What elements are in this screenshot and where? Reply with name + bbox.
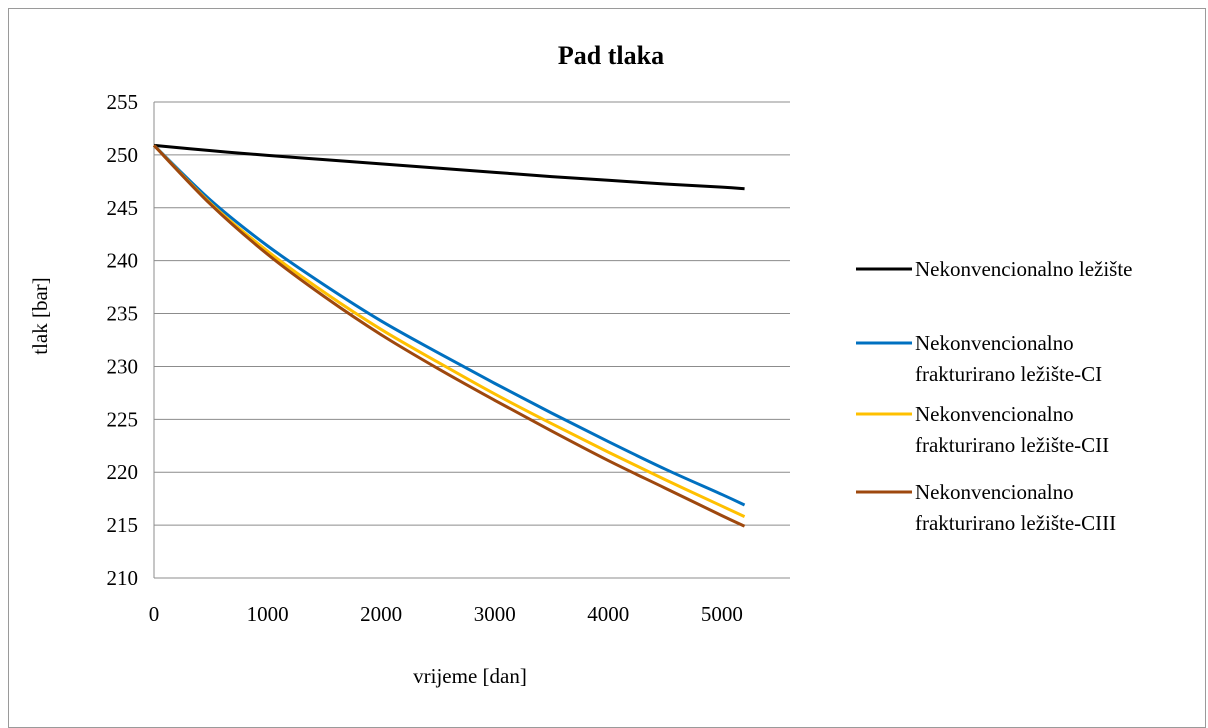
series-line-3 <box>152 144 746 519</box>
y-tick-label: 220 <box>107 460 139 484</box>
legend-label: frakturirano ležište-CIII <box>915 511 1116 535</box>
y-tick-label: 250 <box>107 143 139 167</box>
y-tick-label: 235 <box>107 302 139 326</box>
series-line-2 <box>152 144 746 507</box>
legend: Nekonvencionalno ležište Nekonvencionalno… <box>856 257 1133 535</box>
y-axis-ticks: 210 215 220 225 230 235 240 245 250 255 <box>107 90 139 590</box>
y-tick-label: 245 <box>107 196 139 220</box>
x-axis-label: vrijeme [dan] <box>413 664 527 688</box>
legend-label: Nekonvencionalno <box>915 331 1074 355</box>
y-tick-label: 230 <box>107 354 139 378</box>
y-axis-label: tlak [bar] <box>28 277 52 355</box>
y-tick-label: 255 <box>107 90 139 114</box>
chart-frame <box>8 8 1206 728</box>
series-line-4 <box>152 144 746 528</box>
x-tick-label: 4000 <box>587 602 629 626</box>
grid-lines <box>153 101 790 579</box>
legend-label: Nekonvencionalno <box>915 480 1074 504</box>
series-line-1 <box>153 143 745 191</box>
x-axis-ticks: 0 1000 2000 3000 4000 5000 <box>149 602 743 626</box>
legend-label: frakturirano ležište-CI <box>915 362 1102 386</box>
y-tick-label: 240 <box>107 249 139 273</box>
legend-label: Nekonvencionalno <box>915 402 1074 426</box>
x-tick-label: 5000 <box>701 602 743 626</box>
legend-label: frakturirano ležište-CII <box>915 433 1109 457</box>
x-tick-label: 1000 <box>247 602 289 626</box>
series-lines <box>152 143 746 528</box>
chart-title: Pad tlaka <box>558 41 664 70</box>
y-tick-label: 210 <box>107 566 139 590</box>
x-tick-label: 3000 <box>474 602 516 626</box>
x-tick-label: 2000 <box>360 602 402 626</box>
chart-canvas: Pad tlaka 210 215 220 225 230 235 240 245 250 255… <box>28 41 1133 688</box>
y-tick-label: 215 <box>107 513 139 537</box>
y-tick-label: 225 <box>107 407 139 431</box>
x-tick-label: 0 <box>149 602 160 626</box>
legend-label: Nekonvencionalno ležište <box>915 257 1133 281</box>
